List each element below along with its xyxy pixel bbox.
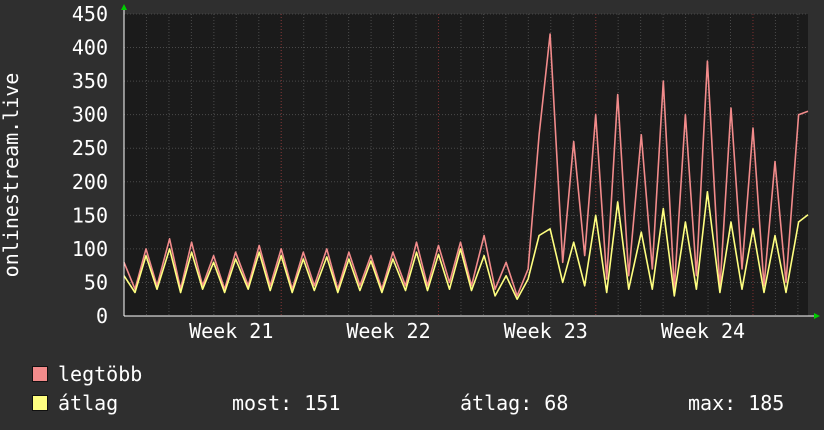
stat-current: most: 151 (232, 391, 341, 415)
y-tick-label: 400 (72, 36, 108, 60)
rrd-chart: 0 50 100 150 200 250 300 350 400 450 Week 21 Week 2… (0, 2, 820, 343)
y-axis-label: onlinestream.live (0, 73, 23, 278)
legend-row-max: legtöbb (0, 362, 824, 386)
y-tick-label: 100 (72, 237, 108, 261)
stat-average: átlag: 68 (460, 391, 569, 415)
avg-swatch (32, 395, 48, 411)
y-tick-label: 50 (84, 270, 108, 294)
y-tick-label: 450 (72, 2, 108, 26)
max-legend-label: legtöbb (58, 362, 143, 386)
avg-legend-label: átlag (58, 391, 119, 415)
legend-row-avg: átlag most: 151 átlag: 68 max: 185 (0, 391, 824, 415)
y-tick-label: 0 (96, 304, 108, 328)
x-axis-arrow (814, 313, 820, 319)
y-axis-arrow (121, 4, 127, 10)
y-tick-label: 300 (72, 103, 108, 127)
avg-series-line (123, 191, 809, 301)
x-tick-label: Week 23 (504, 319, 588, 343)
stat-maximum: max: 185 (688, 391, 785, 415)
y-tick-label: 350 (72, 69, 108, 93)
y-tick-label: 150 (72, 203, 108, 227)
y-tick-label: 200 (72, 170, 108, 194)
max-series-line (123, 33, 809, 297)
y-tick-label: 250 (72, 136, 108, 160)
max-swatch (32, 366, 48, 382)
x-tick-label: Week 21 (189, 319, 273, 343)
x-tick-label: Week 24 (661, 319, 745, 343)
x-tick-label: Week 22 (346, 319, 430, 343)
